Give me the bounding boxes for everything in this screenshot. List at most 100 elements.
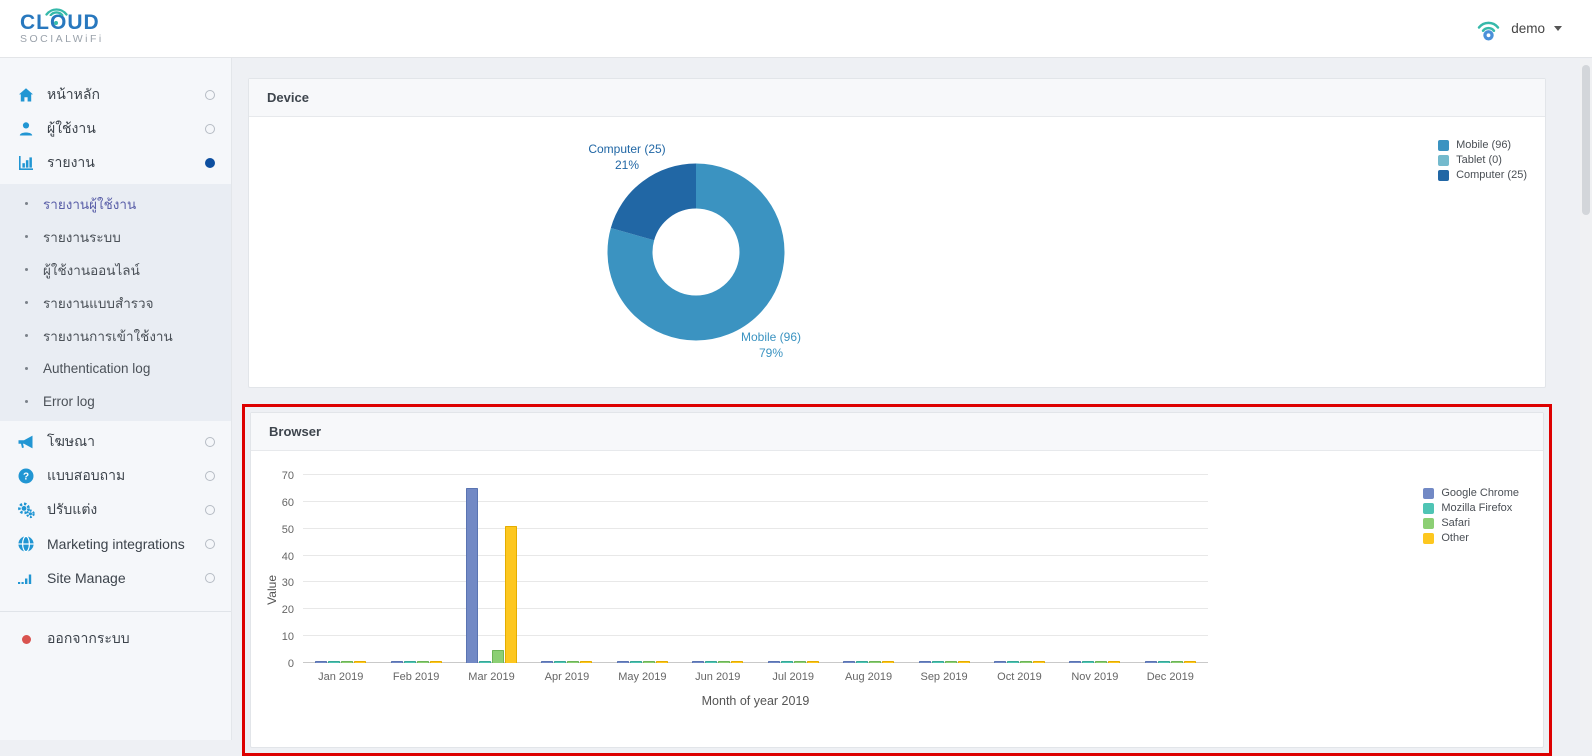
sidebar-item-users[interactable]: ผู้ใช้งาน [0,112,231,146]
browser-legend-item-2[interactable]: Safari [1423,517,1519,529]
sidebar-item-label: ผู้ใช้งาน [47,120,96,136]
category-band-feb-2019: Feb 2019 [378,475,453,683]
bar-mozilla-firefox [1006,661,1019,663]
x-tick-label: Oct 2019 [997,671,1042,683]
browser-legend-item-0[interactable]: Google Chrome [1423,487,1519,499]
sidebar-item-label: แบบสอบถาม [47,467,126,483]
y-tick-label: 70 [281,470,294,482]
logout-button[interactable]: ออกจากระบบ [0,622,231,656]
wifi-icon [1477,21,1500,40]
bar-safari [944,661,957,663]
bar-other [1032,661,1045,663]
bar-google-chrome [1144,661,1157,663]
bar-mozilla-firefox [629,661,642,663]
radio-indicator [205,471,215,481]
sidebar-item-marketing-integrations[interactable]: Marketing integrations [0,527,231,561]
sidebar-item-ads[interactable]: โฆษณา [0,425,231,459]
bar-google-chrome [993,661,1006,663]
bar-google-chrome [767,661,780,663]
x-tick-label: Dec 2019 [1146,671,1194,683]
sidebar-subitem-label: Error log [43,394,95,409]
scrollbar-thumb[interactable] [1582,65,1590,215]
category-band-mar-2019: Mar 2019 [454,475,529,683]
bar-other [882,661,895,663]
bar-other [505,526,518,663]
y-tick-label: 50 [281,523,294,536]
x-tick-label: Sep 2019 [920,671,968,683]
bar-cluster [1069,475,1121,663]
bar-google-chrome [466,488,479,663]
sidebar-item-label: Marketing integrations [47,536,185,552]
device-legend-item-2[interactable]: Computer (25) [1438,169,1527,181]
logo-subtitle: SOCIALWiFi [20,32,104,45]
y-tick-label: 60 [281,496,294,509]
bar-google-chrome [1069,661,1082,663]
sidebar-subitem-0[interactable]: รายงานผู้ใช้งาน [0,187,231,220]
category-band-apr-2019: Apr 2019 [529,475,604,683]
sidebar-item-reports[interactable]: รายงาน [0,146,231,180]
gears-icon [16,501,36,519]
radio-indicator [205,573,215,583]
browser-legend-item-3[interactable]: Other [1423,532,1519,544]
bar-mozilla-firefox [403,661,416,663]
bullet-icon [25,367,28,370]
logo-wifi-dot-icon [54,20,58,25]
sidebar-item-site-manage[interactable]: Site Manage [0,561,231,595]
device-legend-item-1[interactable]: Tablet (0) [1438,154,1527,166]
radio-indicator [205,90,215,100]
sidebar-item-label: โฆษณา [47,433,95,449]
home-icon [16,86,36,104]
x-tick-label: May 2019 [618,671,667,683]
browser-legend-item-1[interactable]: Mozilla Firefox [1423,502,1519,514]
bar-cluster [466,475,518,663]
bar-cluster [1144,475,1196,663]
radio-indicator [205,437,215,447]
sidebar-subitem-4[interactable]: รายงานการเข้าใช้งาน [0,319,231,352]
sidebar-subitem-6[interactable]: Error log [0,385,231,418]
bar-other [580,661,593,663]
device-legend-item-0[interactable]: Mobile (96) [1438,139,1527,151]
bar-cluster [315,475,367,663]
legend-swatch-icon [1423,487,1435,499]
scrollbar[interactable] [1580,59,1592,740]
bar-mozilla-firefox [931,661,944,663]
logout-label: ออกจากระบบ [47,630,130,646]
sidebar-subitem-3[interactable]: รายงานแบบสำรวจ [0,286,231,319]
bullet-icon [25,334,28,337]
y-axis-title: Value [265,575,279,605]
sidebar-subitem-5[interactable]: Authentication log [0,352,231,385]
category-band-sep-2019: Sep 2019 [906,475,981,683]
bar-other [354,661,367,663]
bar-cluster [390,475,442,663]
sidebar-subitem-1[interactable]: รายงานระบบ [0,220,231,253]
browser-panel-header: Browser [251,413,1543,451]
sidebar-item-survey[interactable]: ? แบบสอบถาม [0,459,231,493]
browser-panel: Browser Value 0 10 20 30 40 50 60 70 Jan 2019 Feb… [250,412,1544,748]
bar-google-chrome [616,661,629,663]
logo-title: CLOUD [20,10,100,34]
highlight-annotation: Browser Value 0 10 20 30 40 50 60 70 Jan 2019 Feb… [242,404,1552,756]
bar-other [957,661,970,663]
user-menu[interactable]: demo [1475,16,1562,42]
question-icon: ? [16,467,36,485]
bar-safari [341,661,354,663]
bar-mozilla-firefox [705,661,718,663]
bar-other [731,661,744,663]
bar-chart-plot-area: 0 10 20 30 40 50 60 70 Jan 2019 Feb 2019 Mar 2019 A… [282,470,1208,683]
legend-label: Tablet (0) [1456,154,1502,166]
legend-swatch-icon [1438,169,1450,181]
device-panel-header: Device [249,79,1545,117]
x-tick-label: Feb 2019 [392,671,440,683]
sidebar-subitem-2[interactable]: ผู้ใช้งานออนไลน์ [0,253,231,286]
bar-safari [1095,661,1108,663]
y-tick-label: 0 [287,658,294,670]
sidebar-item-home[interactable]: หน้าหลัก [0,78,231,112]
sidebar-item-customize[interactable]: ปรับแต่ง [0,493,231,527]
bar-mozilla-firefox [554,661,567,663]
x-tick-label: Jul 2019 [772,671,814,683]
main-content: Device Computer (25) 21% Mobile (96) 79% [232,58,1592,756]
device-donut-chart [607,163,785,341]
browser-chart: Value 0 10 20 30 40 50 60 70 Jan 2019 Feb 2019 Mar… [251,470,1543,747]
bar-other [655,661,668,663]
bar-safari [869,661,882,663]
